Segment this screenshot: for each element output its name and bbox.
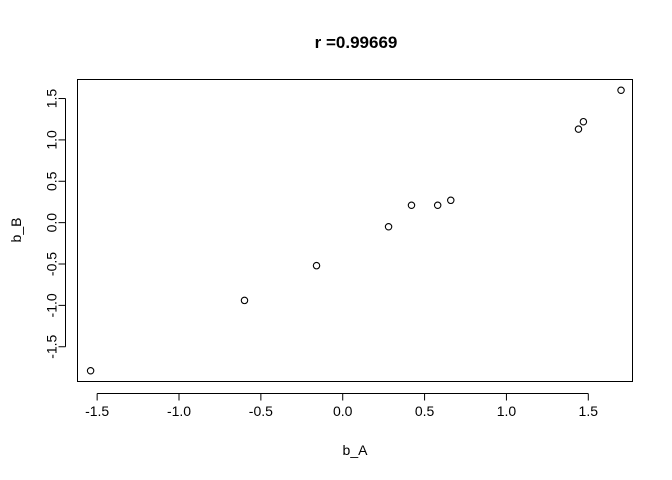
scatter-point [447,196,455,205]
y-tick-label: 1.5 [44,89,60,109]
y-tick-label: 0.5 [44,171,60,191]
y-tick-label: -1.5 [44,334,60,358]
scatter-point [407,201,416,210]
x-tick-label: -1.0 [167,403,191,419]
scatter-point [579,117,588,126]
y-tick-label: -1.0 [44,293,60,317]
y-axis: -1.5 -1.0 -0.5 0.0 0.5 1.0 1.5 [44,89,66,359]
scatter-point [384,223,393,231]
x-axis: -1.5 -1.0 -0.5 0.0 0.5 1.0 1.5 [85,393,599,419]
y-tick-label: -0.5 [44,252,60,276]
x-tick-label: 1.5 [579,403,599,419]
scatter-point [312,261,321,270]
scatter-point [617,86,625,95]
scatter-point [433,201,442,210]
chart-title: r =0.99669 [315,33,398,52]
x-tick-label: 1.0 [497,403,517,419]
x-axis-label: b_A [343,442,369,458]
plot-frame [77,79,633,382]
points-layer [86,86,625,375]
x-tick-label: -1.5 [85,403,109,419]
x-tick-label: -0.5 [249,403,273,419]
x-tick-label: 0.0 [333,403,353,419]
scatter-point [574,125,583,133]
y-tick-label: 1.0 [44,130,60,150]
y-tick-label: 0.0 [44,213,60,233]
x-tick-label: 0.5 [415,403,435,419]
scatter-point [86,366,95,375]
y-axis-label: b_B [8,218,24,243]
scatter-point [240,296,249,305]
